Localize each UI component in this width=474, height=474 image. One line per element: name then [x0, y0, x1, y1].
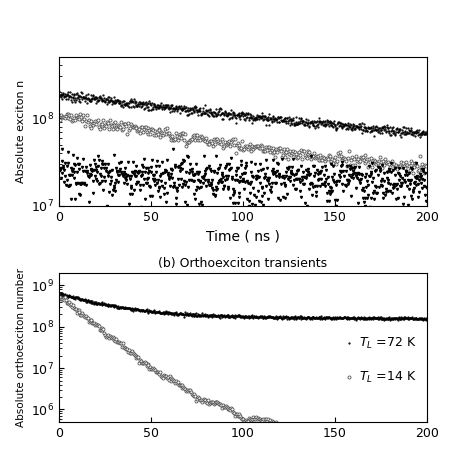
$T_L$ =14 K — [288, 430, 294, 436]
$T_L$ =72 K — [354, 318, 359, 323]
$T_L$ =14 K — [372, 448, 377, 454]
$T_L$ =14 K — [202, 397, 208, 403]
Line: $T_L$ =72 K: $T_L$ =72 K — [58, 292, 428, 321]
X-axis label: Time ( ns ): Time ( ns ) — [206, 229, 280, 243]
$T_L$ =72 K — [280, 313, 285, 319]
$T_L$ =14 K — [324, 437, 330, 442]
$T_L$ =14 K — [57, 294, 63, 300]
Title: (b) Orthoexciton transients: (b) Orthoexciton transients — [158, 257, 328, 270]
$T_L$ =72 K — [58, 291, 64, 296]
$T_L$ =72 K — [374, 315, 379, 321]
$T_L$ =72 K — [424, 316, 429, 321]
$T_L$ =14 K — [423, 448, 429, 454]
$T_L$ =72 K — [336, 315, 341, 321]
Y-axis label: Absolute exciton n: Absolute exciton n — [16, 80, 26, 183]
Y-axis label: Absolute orthoexciton number: Absolute orthoexciton number — [16, 268, 26, 427]
$T_L$ =72 K — [270, 314, 276, 319]
Line: $T_L$ =14 K: $T_L$ =14 K — [58, 295, 428, 452]
Legend: $T_L$ =72 K, $T_L$ =14 K: $T_L$ =72 K, $T_L$ =14 K — [341, 332, 420, 389]
$T_L$ =72 K — [291, 316, 297, 321]
$T_L$ =14 K — [101, 330, 107, 336]
$T_L$ =72 K — [79, 296, 85, 302]
$T_L$ =72 K — [56, 291, 62, 296]
$T_L$ =14 K — [56, 295, 62, 301]
$T_L$ =14 K — [322, 436, 328, 442]
$T_L$ =14 K — [177, 383, 182, 388]
